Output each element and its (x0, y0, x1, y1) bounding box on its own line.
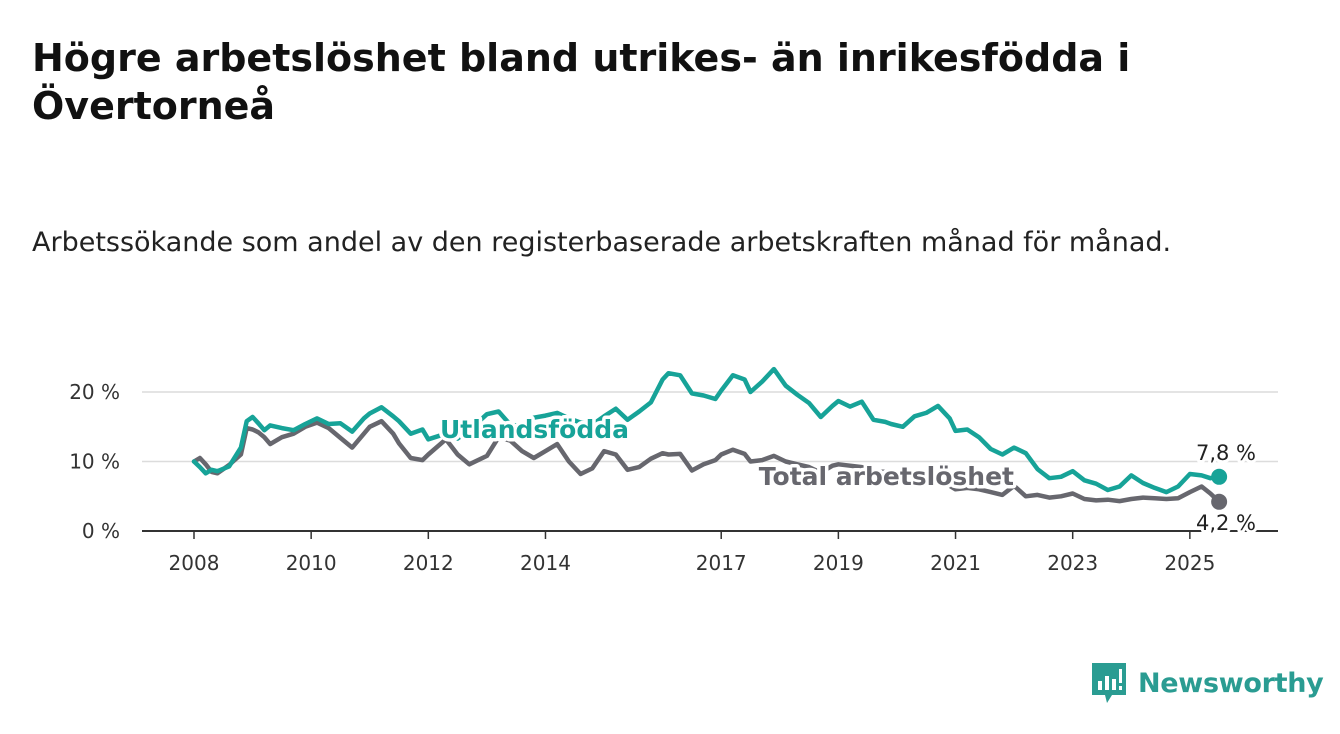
x-tick-label: 2010 (286, 551, 337, 575)
end-value-label-1: 4,2 % (1196, 511, 1256, 535)
series-end-point-0 (1211, 468, 1228, 485)
y-tick-label: 20 % (69, 380, 120, 404)
series-label-0: Utlandsfödda (440, 415, 629, 444)
x-tick-label: 2023 (1047, 551, 1098, 575)
x-axis-ticks: 2008 2010 2012 2014 2017 2019 2021 2023 2025 (169, 531, 1215, 575)
chart-subtitle: Arbetssökande som andel av den registerb… (32, 227, 1172, 258)
y-tick-label: 0 % (82, 519, 120, 543)
series-end-point-1 (1211, 493, 1228, 510)
x-tick-label: 2012 (403, 551, 454, 575)
newsworthy-logo-icon (1092, 663, 1126, 703)
brand-name: Newsworthy (1138, 667, 1324, 699)
x-tick-label: 2025 (1164, 551, 1215, 575)
series-label-1: Total arbetslöshet (759, 462, 1014, 491)
newsworthy-brand: Newsworthy (1090, 660, 1324, 706)
y-tick-label: 10 % (69, 450, 120, 474)
x-tick-label: 2017 (696, 551, 747, 575)
chart-title: Högre arbetslöshet bland utrikes- än inr… (32, 36, 1131, 128)
series-lines (191, 366, 1228, 510)
line-chart: 0 % 10 % 20 % 2008 2010 2012 2014 2017 2019 2021… (69, 366, 1278, 575)
y-axis-ticks: 0 % 10 % 20 % (69, 380, 120, 543)
x-tick-label: 2008 (169, 551, 220, 575)
x-tick-label: 2021 (930, 551, 981, 575)
series-line-0 (191, 366, 1222, 495)
x-tick-label: 2014 (520, 551, 571, 575)
x-tick-label: 2019 (813, 551, 864, 575)
end-value-label-0: 7,8 % (1196, 441, 1256, 465)
series-labels: Utlandsfödda Total arbetslöshet 7,8 % 4,2 % (437, 412, 1260, 539)
series-line-1 (191, 418, 1222, 505)
